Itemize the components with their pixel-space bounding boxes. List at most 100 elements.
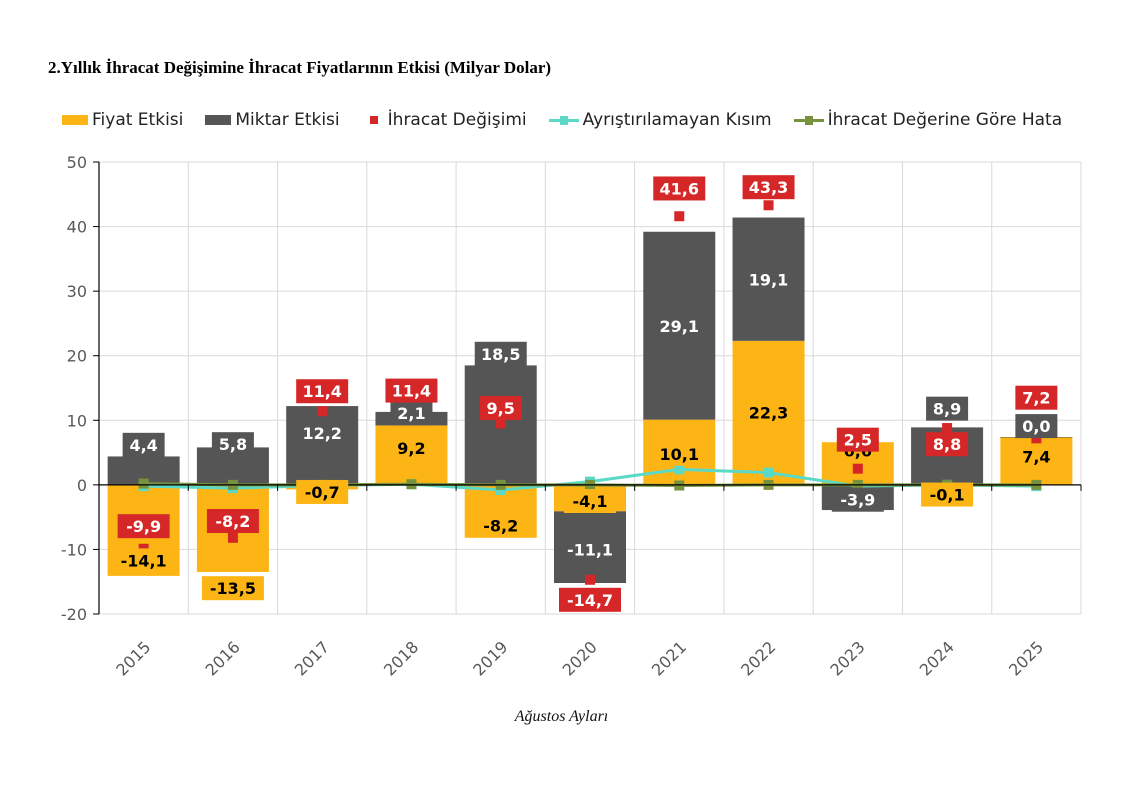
label-fiyat-2016: -13,5 [201,576,264,601]
label-ihracat-degisimi-2016: -8,2 [206,509,259,534]
label-miktar-2021-text: 29,1 [660,317,699,336]
point-ayristirilamayan-2022[interactable] [763,467,774,478]
label-miktar-2023: -3,9 [831,487,884,512]
label-miktar-2021-box [653,314,706,339]
label-fiyat-2018: 9,2 [390,436,433,461]
legend-label-ayristirilamayan: Ayrıştırılamayan Kısım [582,110,772,130]
label-miktar-2016-box [211,432,254,457]
legend-swatch-miktar [205,115,232,125]
marker-ihracat-degisimi-2021[interactable] [674,211,685,222]
x-tick-label-2015: 2015 [112,637,154,679]
x-axis-title: Ağustos Ayları [514,708,609,725]
y-tick-label: 10 [67,411,87,430]
label-fiyat-2021-box [653,441,706,466]
label-miktar-2022-text: 19,1 [749,271,788,290]
legend-swatch-fiyat [62,115,88,125]
label-miktar-2017-box [296,421,349,446]
label-ihracat-degisimi-2015-box [117,514,170,539]
label-ihracat-degisimi-2020-box [559,587,621,612]
label-fiyat-2020: -4,1 [564,489,616,513]
point-hata-2018[interactable] [406,479,417,490]
label-miktar-2015-text: 4,4 [129,436,157,455]
legend-item-hata[interactable]: İhracat Değerine Göre Hata [793,110,1062,130]
label-miktar-2019-text: 18,5 [481,345,520,364]
marker-ihracat-degisimi-2016[interactable] [227,532,238,543]
label-ihracat-degisimi-2017-text: 11,4 [302,382,341,401]
label-ihracat-degisimi-2019-text: 9,5 [487,399,515,418]
label-miktar-2024-text: 8,9 [933,400,961,419]
label-fiyat-2022-box [742,400,795,425]
label-fiyat-2019-box [474,513,527,538]
y-tick-label: -10 [61,540,87,559]
legend-label-fiyat: Fiyat Etkisi [92,110,184,130]
label-miktar-2016: 5,8 [211,432,254,457]
x-tick-label-2016: 2016 [202,637,244,679]
x-tick-label-2018: 2018 [380,637,422,679]
label-fiyat-2022-text: 22,3 [749,404,788,423]
label-miktar-2023-text: -3,9 [840,491,875,510]
label-ihracat-degisimi-2019-box [479,396,522,421]
legend-swatch-ayristirilamayan [548,115,579,125]
label-ihracat-degisimi-2023: 2,5 [836,427,879,452]
label-ihracat-degisimi-2023-box [836,427,879,452]
x-tick-label-2020: 2020 [559,637,601,679]
legend-item-ihracat-degisimi[interactable]: İhracat Değişimi [362,110,527,130]
chart-title: 2.Yıllık İhracat Değişimine İhracat Fiya… [48,58,552,77]
marker-ihracat-degisimi-2019[interactable] [495,418,506,429]
label-fiyat-2015-box [112,548,175,573]
y-tick-label: 40 [67,218,87,237]
label-miktar-2017-text: 12,2 [302,424,341,443]
marker-ihracat-degisimi-2025[interactable] [1031,433,1042,444]
label-miktar-2019-box [474,341,527,366]
marker-ihracat-degisimi-2017[interactable] [317,406,328,417]
data-labels: -14,1-13,5-0,79,2-8,2-4,110,122,36,6-0,1… [112,175,1058,612]
y-tick-label: 30 [67,282,87,301]
label-fiyat-2024-box [921,482,974,507]
marker-ihracat-degisimi-2020[interactable] [585,574,595,585]
marker-ihracat-degisimi-2022[interactable] [763,200,774,211]
y-tick-label: -20 [61,605,87,624]
label-miktar-2023-box [831,487,884,512]
label-fiyat-2025-box [1015,444,1058,469]
label-fiyat-2018-box [390,436,433,461]
label-fiyat-2016-box [201,576,264,601]
label-ihracat-degisimi-2024-box [926,432,969,457]
x-tick-label-2021: 2021 [648,637,690,679]
label-ihracat-degisimi-2017-box [296,379,349,404]
label-fiyat-2021-text: 10,1 [660,445,699,464]
label-miktar-2020: -11,1 [559,537,621,562]
marker-ihracat-degisimi-2024[interactable] [942,423,953,434]
label-miktar-2016-text: 5,8 [219,435,247,454]
x-tick-label-2019: 2019 [469,637,511,679]
x-tick-label-2024: 2024 [916,637,958,679]
label-ihracat-degisimi-2024: 8,8 [926,432,969,457]
legend-swatch-hata [793,115,824,125]
y-tick-label: 0 [77,476,87,495]
bar-miktar-etkisi-2017[interactable] [286,406,359,485]
marker-ihracat-degisimi-2023[interactable] [852,463,863,474]
label-miktar-2015: 4,4 [122,432,165,457]
label-ihracat-degisimi-2021-box [653,176,706,201]
label-ihracat-degisimi-2020: -14,7 [559,587,621,612]
point-ayristirilamayan-2021[interactable] [674,464,685,475]
point-hata-2015[interactable] [138,478,149,489]
label-ihracat-degisimi-2016-box [206,509,259,534]
label-ihracat-degisimi-2016-text: -8,2 [215,512,250,531]
label-miktar-2024-box [926,396,969,421]
label-ihracat-degisimi-2025-text: 7,2 [1022,389,1050,408]
legend-swatch-ihracat-degisimi [369,116,378,124]
label-ihracat-degisimi-2022-text: 43,3 [749,178,788,197]
point-ayristirilamayan-2019[interactable] [495,485,506,496]
label-miktar-2019: 18,5 [474,341,527,366]
label-ihracat-degisimi-2021: 41,6 [653,176,706,201]
point-hata-2021[interactable] [674,480,685,491]
legend-item-fiyat[interactable]: Fiyat Etkisi [62,110,183,130]
y-tick-label: 20 [67,347,87,366]
legend-item-ayristirilamayan[interactable]: Ayrıştırılamayan Kısım [548,110,772,130]
label-fiyat-2015-text: -14,1 [121,551,167,570]
label-miktar-2020-box [559,537,621,562]
label-ihracat-degisimi-2018-text: 11,4 [392,382,431,401]
label-fiyat-2024: -0,1 [921,482,974,507]
legend-item-miktar[interactable]: Miktar Etkisi [205,110,340,130]
